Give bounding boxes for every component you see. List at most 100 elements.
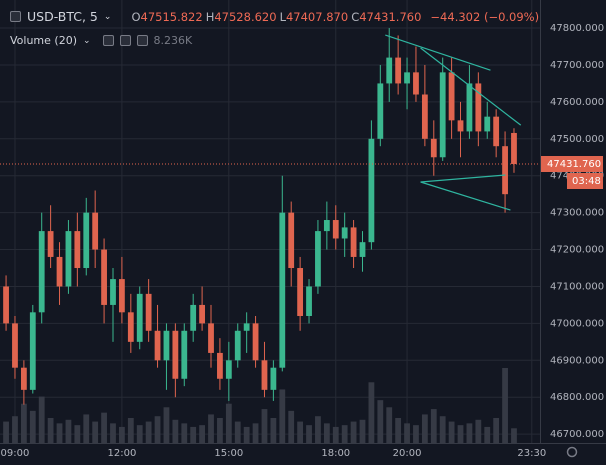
x-tick-label: 23:30 (517, 448, 546, 459)
candle-body (101, 249, 107, 305)
candle-body (448, 72, 455, 121)
volume-bar (243, 426, 250, 443)
candle-body (199, 304, 205, 324)
eye-button[interactable] (102, 35, 114, 46)
x-tick-label: 09:00 (1, 448, 30, 459)
candle-body (92, 212, 99, 250)
ohlc-value: 47528.620 (214, 9, 277, 24)
volume-bar (38, 396, 45, 443)
volume-bar (47, 418, 54, 443)
volume-bar (3, 421, 9, 443)
ohlc-value: 47407.870 (285, 9, 349, 24)
volume-bar (413, 425, 419, 443)
candle-body (136, 293, 143, 342)
y-tick-label: 47500.000 (550, 134, 604, 145)
countdown: 03:48 (572, 176, 601, 187)
x-tick-label: 18:00 (321, 448, 350, 459)
candle-body (368, 138, 375, 243)
close-icon[interactable] (136, 35, 148, 46)
volume-bar (466, 423, 473, 443)
volume-bar (154, 416, 161, 443)
candle-body (83, 212, 90, 269)
candle-body (261, 360, 268, 390)
candle-body (341, 227, 348, 239)
candle-body (47, 231, 54, 257)
candle-body (430, 138, 437, 158)
candle-body (181, 330, 188, 379)
trendline (385, 34, 491, 71)
ohlc-key: H (205, 9, 215, 24)
volume-bar (279, 389, 286, 443)
settings-button[interactable] (566, 446, 578, 458)
volume-bar (377, 400, 384, 443)
y-tick-label: 47600.000 (550, 97, 604, 108)
volume-bar (119, 426, 125, 443)
y-tick-label: 46800.000 (550, 392, 604, 403)
ohlc-value: 47431.760 (359, 9, 422, 24)
candle-body (208, 323, 214, 353)
volume-bar (199, 425, 205, 443)
candle-body (56, 256, 63, 287)
candle-body (288, 212, 295, 269)
last-price-label: 47431.760 (547, 159, 601, 170)
candle-body (145, 293, 152, 331)
volume-bar (484, 426, 491, 443)
settings-icon[interactable] (119, 35, 131, 46)
y-tick-label: 47300.000 (550, 208, 604, 219)
y-tick-label: 47100.000 (550, 281, 604, 292)
ohlc-value: 47515.822 (140, 9, 203, 24)
dropdown[interactable]: ⌄ (83, 35, 91, 46)
candle-body (279, 212, 286, 368)
volume-bar (323, 423, 330, 443)
volume-bar (332, 426, 339, 443)
x-tick-label: 12:00 (107, 448, 136, 459)
volume-bar (217, 418, 223, 443)
candle-body (475, 83, 482, 132)
dropdown[interactable]: ⌄ (103, 11, 112, 22)
candle-body (332, 220, 339, 239)
trendline (420, 181, 511, 211)
y-tick-label: 47200.000 (550, 245, 604, 256)
x-tick-label: 20:00 (393, 448, 422, 459)
candle-body (511, 132, 517, 164)
candle-body (404, 72, 410, 84)
candle-body (439, 72, 446, 158)
collapse-button[interactable] (10, 11, 21, 22)
volume-bar (181, 423, 188, 443)
y-tick-label: 47700.000 (550, 60, 604, 71)
last-price-box (541, 155, 603, 172)
candle-body (421, 94, 428, 139)
candle-body (306, 286, 312, 317)
x-tick-label: 15:00 (214, 448, 243, 459)
volume-bar (92, 421, 99, 443)
candle-body (315, 231, 321, 287)
candle-body (466, 83, 473, 132)
volume-value: 8.236K (153, 34, 193, 47)
candle-body (234, 330, 241, 361)
volume-bar (136, 425, 143, 443)
volume-bar (315, 416, 321, 443)
volume-bar (74, 425, 81, 443)
volume-bar (475, 419, 482, 443)
volume-bar (127, 418, 134, 443)
candle-body (3, 286, 9, 324)
volume-bar (448, 421, 455, 443)
candle-body (12, 323, 18, 368)
candle-body (190, 304, 197, 331)
volume-legend: Volume (20) ⌄ 8.236K (10, 34, 192, 47)
candle-body (172, 330, 179, 379)
trendline (420, 47, 522, 126)
ohlc: O 47515.822 H 47528.620 L 47407.870 C 47431.760 (131, 10, 424, 24)
volume-bar (12, 416, 18, 443)
volume-bar (457, 425, 464, 443)
volume-bar (56, 423, 63, 443)
candle-body (386, 57, 393, 84)
change: −44.302 (−0.09%) (430, 9, 540, 24)
y-tick-label: 46900.000 (550, 355, 604, 366)
volume-bar (404, 423, 410, 443)
y-tick-label: 47000.000 (550, 318, 604, 329)
symbol[interactable]: USD-BTC, 5 (27, 9, 98, 24)
volume-bar (65, 419, 72, 443)
